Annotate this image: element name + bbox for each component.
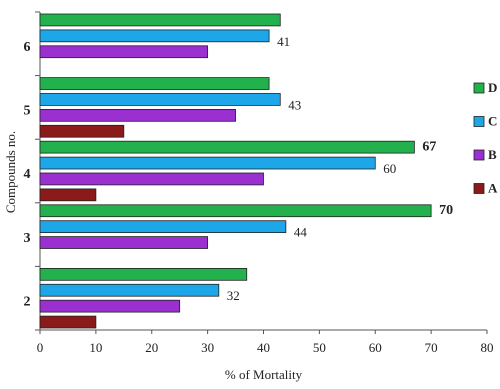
bar bbox=[39, 45, 209, 59]
category-label: 5 bbox=[24, 104, 31, 119]
x-tick-label: 70 bbox=[425, 340, 438, 355]
legend-swatch bbox=[473, 82, 485, 94]
legend-label: A bbox=[488, 180, 498, 195]
data-label: 67 bbox=[422, 139, 436, 154]
bar bbox=[39, 93, 281, 106]
legend-label: B bbox=[488, 147, 497, 162]
x-tick-label: 20 bbox=[145, 340, 158, 355]
bar bbox=[39, 109, 236, 122]
data-label: 32 bbox=[227, 288, 240, 303]
legend-swatch bbox=[473, 149, 485, 161]
data-label: 60 bbox=[383, 161, 396, 176]
data-label: 41 bbox=[277, 34, 290, 49]
bar bbox=[39, 236, 209, 249]
x-axis-title: % of Mortality bbox=[225, 367, 303, 382]
bar bbox=[39, 77, 270, 90]
bar bbox=[39, 204, 432, 218]
bar bbox=[39, 267, 248, 281]
x-tick-label: 40 bbox=[257, 340, 270, 355]
data-label: 43 bbox=[288, 97, 301, 112]
bar bbox=[39, 299, 181, 313]
category-label: 2 bbox=[24, 294, 31, 309]
legend-label: D bbox=[488, 80, 497, 95]
legend-swatch bbox=[473, 183, 485, 194]
bar bbox=[39, 156, 376, 170]
category-label: 4 bbox=[24, 167, 31, 182]
y-axis-title: Compounds no. bbox=[3, 131, 18, 213]
x-tick-label: 10 bbox=[89, 340, 102, 355]
bar bbox=[39, 140, 415, 154]
bar bbox=[39, 29, 270, 43]
x-tick-label: 30 bbox=[201, 340, 214, 355]
x-tick-label: 60 bbox=[369, 340, 382, 355]
category-label: 3 bbox=[24, 231, 31, 246]
bar bbox=[39, 13, 281, 27]
data-label: 44 bbox=[294, 225, 308, 240]
bar bbox=[39, 172, 264, 186]
bar bbox=[39, 124, 125, 138]
data-label: 70 bbox=[439, 203, 453, 218]
bar bbox=[39, 188, 97, 202]
x-tick-label: 0 bbox=[37, 340, 44, 355]
x-tick-label: 80 bbox=[481, 340, 494, 355]
x-tick-label: 50 bbox=[313, 340, 326, 355]
bar bbox=[39, 315, 97, 329]
legend-label: C bbox=[488, 113, 497, 128]
category-label: 6 bbox=[24, 40, 31, 55]
bar bbox=[39, 220, 287, 233]
bar bbox=[39, 283, 220, 297]
legend-swatch bbox=[473, 116, 485, 127]
